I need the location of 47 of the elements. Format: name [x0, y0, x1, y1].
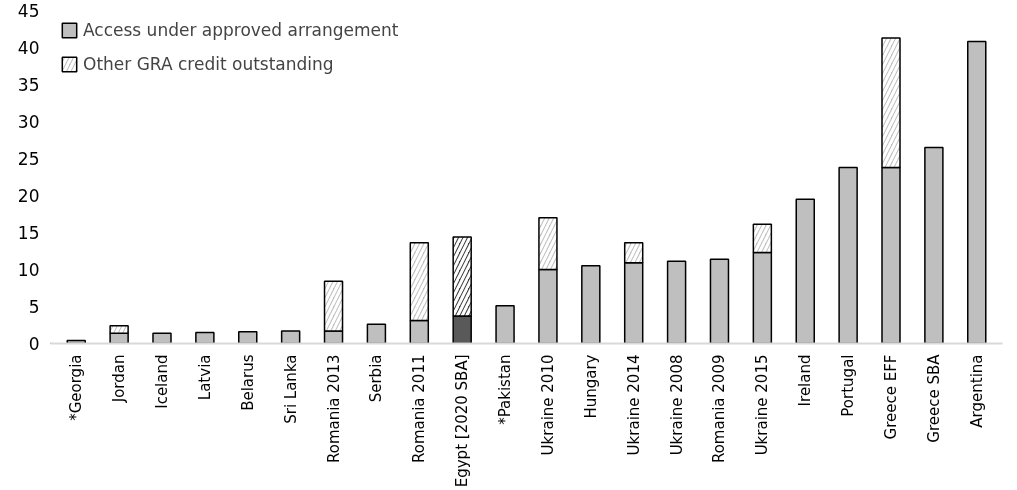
x-tick-label: Argentina — [967, 354, 986, 428]
x-tick-label: Ukraine 2008 — [667, 354, 686, 456]
x-tick-label: Belarus — [238, 354, 257, 411]
bar — [195, 331, 215, 344]
y-tick-label: 5 — [28, 297, 40, 317]
x-tick-label: Ukraine 2014 — [624, 354, 643, 456]
y-tick-label: 20 — [17, 186, 40, 206]
x-tick-label: Greece EFF — [882, 354, 900, 440]
legend-label: Other GRA credit outstanding — [83, 54, 334, 74]
bar — [366, 323, 387, 344]
y-tick-label: 45 — [17, 1, 40, 21]
bar — [709, 258, 730, 344]
x-tick-label: Ukraine 2015 — [753, 354, 772, 456]
bar — [666, 260, 687, 344]
bar — [280, 330, 301, 344]
y-tick-label: 15 — [17, 223, 40, 243]
x-tick-label: Sri Lanka — [281, 354, 300, 424]
bar — [581, 265, 601, 344]
x-tick-label: Greece SBA — [924, 353, 943, 443]
y-tick-label: 40 — [17, 38, 40, 58]
bar — [495, 305, 515, 344]
y-tick-label: 35 — [17, 75, 40, 95]
x-tick-label: Romania 2013 — [324, 354, 343, 464]
bar — [838, 166, 858, 344]
bar — [967, 40, 987, 344]
y-tick-label: 30 — [17, 112, 40, 132]
y-tick-label: 0 — [28, 334, 40, 354]
y-tick-label: 10 — [17, 260, 40, 280]
x-tick-label: Hungary — [581, 354, 600, 419]
bar — [152, 332, 172, 344]
bar — [924, 146, 944, 344]
bar — [238, 330, 258, 344]
x-tick-label: *Pakistan — [496, 354, 515, 425]
y-tick-label: 25 — [17, 149, 40, 169]
x-tick-label: Ukraine 2010 — [538, 354, 557, 456]
x-tick-label: Romania 2009 — [710, 354, 729, 464]
x-tick-label: Romania 2011 — [410, 354, 429, 464]
bar — [795, 198, 815, 344]
x-tick-label: Iceland — [153, 354, 171, 409]
x-tick-label: Jordan — [110, 354, 129, 404]
x-tick-label: *Georgia — [67, 354, 86, 421]
x-tick-label: Serbia — [367, 354, 386, 403]
x-tick-label: Egypt [2020 SBA] — [453, 354, 472, 488]
legend-label: Access under approved arrangement — [83, 20, 399, 40]
x-tick-label: Portugal — [839, 354, 858, 417]
x-tick-label: Latvia — [195, 354, 214, 401]
x-tick-label: Ireland — [796, 354, 815, 407]
